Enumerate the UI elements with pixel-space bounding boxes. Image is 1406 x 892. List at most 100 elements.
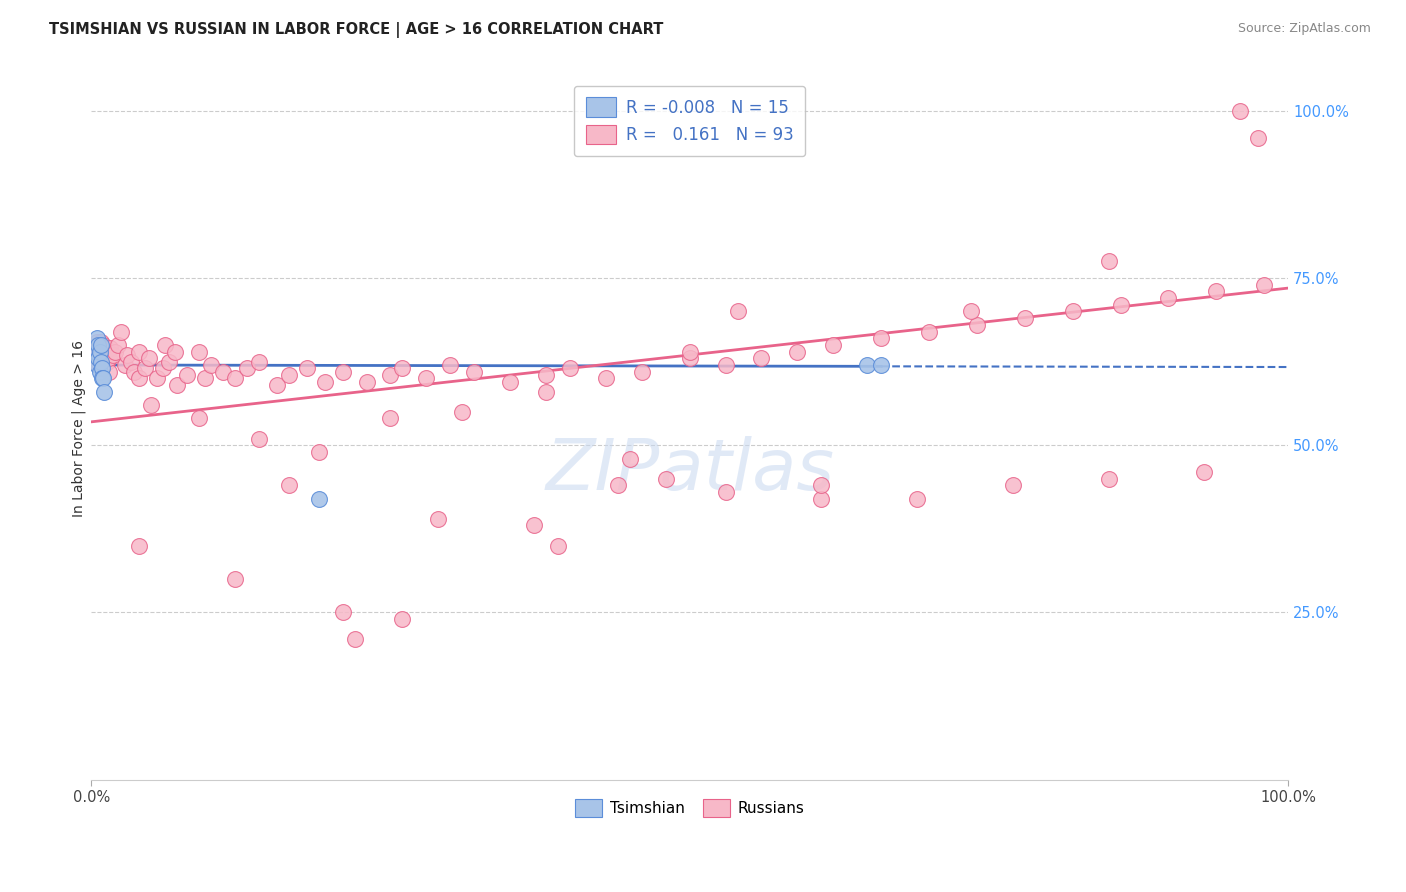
Point — [247, 432, 270, 446]
Point — [155, 338, 177, 352]
Point — [93, 384, 115, 399]
Point — [86, 331, 108, 345]
Point — [427, 512, 450, 526]
Point — [224, 371, 246, 385]
Point — [212, 365, 235, 379]
Point — [295, 361, 318, 376]
Point — [98, 365, 121, 379]
Point — [86, 358, 108, 372]
Point — [86, 351, 108, 366]
Point — [96, 354, 118, 368]
Point — [960, 304, 983, 318]
Point — [247, 354, 270, 368]
Point — [91, 344, 114, 359]
Point — [1109, 298, 1132, 312]
Point — [918, 325, 941, 339]
Point — [277, 368, 299, 382]
Point — [380, 411, 402, 425]
Point — [630, 365, 652, 379]
Point — [110, 325, 132, 339]
Point — [277, 478, 299, 492]
Point — [655, 472, 678, 486]
Point — [89, 344, 111, 359]
Point — [1062, 304, 1084, 318]
Point — [90, 354, 112, 368]
Legend: Tsimshian, Russians: Tsimshian, Russians — [567, 792, 813, 824]
Point — [523, 518, 546, 533]
Point — [128, 371, 150, 385]
Point — [91, 358, 114, 372]
Text: Source: ZipAtlas.com: Source: ZipAtlas.com — [1237, 22, 1371, 36]
Point — [314, 375, 336, 389]
Point — [558, 361, 581, 376]
Point — [176, 368, 198, 382]
Point — [332, 365, 354, 379]
Point — [1157, 291, 1180, 305]
Point — [534, 368, 557, 382]
Point — [856, 358, 879, 372]
Point — [93, 348, 115, 362]
Point — [619, 451, 641, 466]
Point — [308, 491, 330, 506]
Point — [332, 606, 354, 620]
Point — [810, 491, 832, 506]
Point — [534, 384, 557, 399]
Point — [134, 361, 156, 376]
Point — [451, 405, 474, 419]
Point — [87, 341, 110, 355]
Point — [356, 375, 378, 389]
Point — [157, 354, 180, 368]
Point — [83, 344, 105, 359]
Point — [391, 612, 413, 626]
Point — [91, 338, 114, 352]
Point — [97, 344, 120, 359]
Point — [266, 378, 288, 392]
Point — [98, 351, 121, 366]
Point — [679, 351, 702, 366]
Point — [343, 632, 366, 647]
Point — [84, 344, 107, 359]
Point — [823, 338, 845, 352]
Point — [415, 371, 437, 385]
Point — [463, 365, 485, 379]
Text: ZIPatlas: ZIPatlas — [546, 436, 834, 505]
Point — [107, 338, 129, 352]
Point — [499, 375, 522, 389]
Point — [870, 331, 893, 345]
Point — [91, 361, 114, 376]
Point — [114, 358, 136, 372]
Point — [905, 491, 928, 506]
Point — [188, 411, 211, 425]
Point — [751, 351, 773, 366]
Point — [727, 304, 749, 318]
Point — [115, 348, 138, 362]
Point — [1014, 311, 1036, 326]
Point — [86, 334, 108, 349]
Point — [547, 539, 569, 553]
Point — [810, 478, 832, 492]
Point — [87, 338, 110, 352]
Point — [1205, 285, 1227, 299]
Point — [138, 351, 160, 366]
Point — [89, 365, 111, 379]
Point — [94, 341, 117, 355]
Point — [87, 351, 110, 366]
Point — [188, 344, 211, 359]
Point — [714, 485, 737, 500]
Point — [128, 539, 150, 553]
Point — [128, 344, 150, 359]
Point — [391, 361, 413, 376]
Point — [146, 371, 169, 385]
Point — [966, 318, 988, 332]
Point — [120, 354, 142, 368]
Point — [152, 361, 174, 376]
Point — [194, 371, 217, 385]
Text: TSIMSHIAN VS RUSSIAN IN LABOR FORCE | AGE > 16 CORRELATION CHART: TSIMSHIAN VS RUSSIAN IN LABOR FORCE | AG… — [49, 22, 664, 38]
Point — [1194, 465, 1216, 479]
Point — [101, 348, 124, 362]
Point — [87, 358, 110, 372]
Point — [224, 572, 246, 586]
Point — [236, 361, 259, 376]
Point — [165, 344, 187, 359]
Point — [124, 365, 146, 379]
